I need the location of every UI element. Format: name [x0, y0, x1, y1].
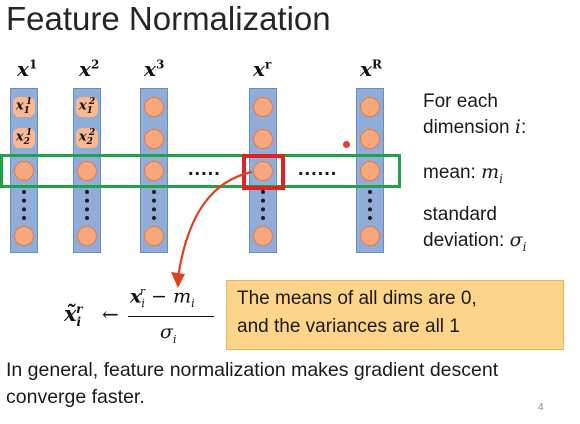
feature-circle [253, 129, 273, 149]
feature-circle [77, 161, 97, 181]
arrow-icon [171, 170, 253, 288]
formula-arrow: ← [102, 302, 119, 326]
feature-circle [77, 226, 97, 246]
feature-circle [360, 161, 380, 181]
feature-circle [360, 97, 380, 117]
page-number: 4 [538, 402, 544, 413]
fraction-bar [128, 316, 214, 317]
vertical-ellipsis [22, 190, 27, 220]
side-text-std-line2: deviation: σi [423, 229, 527, 254]
cell-label-x11: x11 [13, 97, 35, 117]
feature-circle [360, 226, 380, 246]
feature-circle [14, 161, 34, 181]
feature-circle [144, 97, 164, 117]
cell-label-x21: x21 [13, 128, 35, 148]
cell-label-x12: x12 [76, 97, 98, 117]
horizontal-ellipsis: ...... [298, 158, 338, 180]
formula-denominator: σi [160, 321, 177, 346]
note-callout: The means of all dims are 0, and the var… [226, 280, 564, 350]
vertical-ellipsis [85, 190, 90, 220]
dimension-row-highlight [0, 154, 401, 188]
cell-label-x22: x22 [76, 128, 98, 148]
note-line2: and the variances are all 1 [237, 316, 460, 337]
column-header-x1: x1 [17, 57, 38, 81]
formula-numerator: xir − mi [130, 285, 195, 311]
normalization-formula: x̃ir ← xir − mi σi [64, 285, 214, 346]
laser-pointer-dot [343, 141, 350, 148]
column-header-xR: xR [360, 57, 382, 81]
column-header-x2: x2 [79, 57, 100, 81]
selected-element-highlight [242, 154, 285, 190]
side-text-mean: mean: mi [423, 161, 503, 186]
note-line1: The means of all dims are 0, [237, 288, 477, 309]
side-text-std-line1: standard [423, 204, 497, 225]
side-text-line2: dimension i: [423, 116, 527, 138]
column-header-x3: x3 [144, 57, 165, 81]
feature-circle [144, 129, 164, 149]
vertical-ellipsis [261, 190, 266, 220]
slide-title: Feature Normalization [6, 0, 331, 37]
feature-circle [253, 97, 273, 117]
column-header-xr: xr [253, 57, 272, 81]
side-text-line1: For each [423, 91, 498, 112]
vertical-ellipsis [368, 190, 373, 220]
formula-lhs: x̃ir [64, 301, 83, 330]
bottom-summary-text: In general, feature normalization makes … [6, 359, 499, 408]
feature-circle [360, 129, 380, 149]
feature-circle [144, 161, 164, 181]
feature-circle [14, 226, 34, 246]
feature-circle [144, 226, 164, 246]
horizontal-ellipsis: ..... [188, 158, 221, 180]
feature-circle [253, 226, 273, 246]
vertical-ellipsis [152, 190, 157, 220]
feature-circle-highlighted [253, 161, 273, 181]
